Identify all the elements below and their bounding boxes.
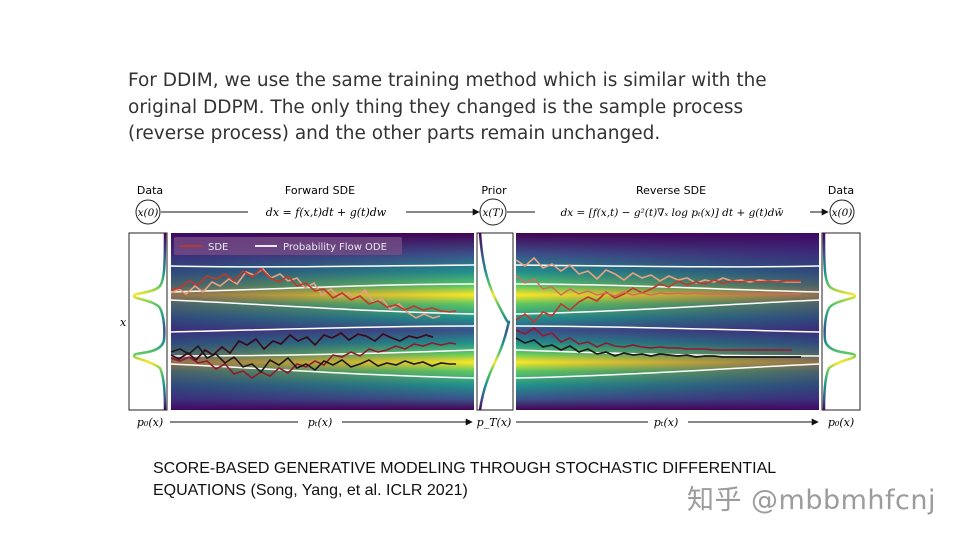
sde-figure: Data Forward SDE Prior Reverse SDE Data … — [110, 180, 870, 440]
y-axis-label: x — [120, 316, 127, 329]
caption-line-1: SCORE-BASED GENERATIVE MODELING THROUGH … — [153, 460, 777, 477]
density-curve-p0-left — [132, 232, 167, 411]
node-x0-right-label: x(0) — [832, 207, 853, 219]
bottom-label-p0-right: p₀(x) — [828, 416, 854, 429]
node-x0-right — [829, 199, 855, 225]
caption-line-2: EQUATIONS (Song, Yang, et al. ICLR 2021) — [153, 482, 468, 499]
intro-line-3: (reverse process) and the other parts re… — [128, 123, 661, 144]
node-x0-left-label: x(0) — [138, 207, 159, 219]
bottom-label-p0-left: p₀(x) — [137, 416, 163, 429]
sde-diagram: Data Forward SDE Prior Reverse SDE Data … — [120, 184, 861, 429]
legend-sde: SDE — [208, 242, 228, 253]
forward-equation: dx = f(x,t)dt + g(t)dw — [266, 206, 387, 219]
node-xT — [479, 198, 507, 226]
label-forward-sde: Forward SDE — [285, 184, 355, 197]
label-prior: Prior — [481, 184, 507, 197]
bottom-label-pt-reverse: pₜ(x) — [654, 416, 679, 429]
watermark: 知乎 @mbbmhfcnj — [686, 485, 936, 516]
node-x0-left — [135, 199, 161, 225]
bottom-label-pt-forward: pₜ(x) — [308, 416, 333, 429]
bottom-label-pT: p_T(x) — [477, 416, 512, 429]
density-curve-p0-right — [822, 232, 857, 411]
intro-line-2: original DDPM. The only thing they chang… — [128, 96, 744, 118]
reverse-equation: dx = [f(x,t) − g²(t)∇ₓ log pₜ(x)] dt + g… — [561, 207, 784, 219]
label-reverse-sde: Reverse SDE — [636, 184, 706, 197]
figure-caption: SCORE-BASED GENERATIVE MODELING THROUGH … — [153, 458, 776, 502]
reverse-heatmap — [515, 233, 820, 410]
node-xT-label: x(T) — [482, 207, 503, 219]
label-data-right: Data — [828, 184, 854, 197]
forward-heatmap: SDE Probability Flow ODE — [170, 233, 475, 410]
density-curve-prior — [478, 232, 511, 411]
panel-p0-right — [821, 232, 861, 411]
panel-p0-left — [128, 232, 168, 411]
legend-ode: Probability Flow ODE — [283, 242, 387, 253]
intro-line-1: For DDIM, we use the same training metho… — [128, 70, 767, 91]
label-data-left: Data — [137, 184, 163, 197]
intro-paragraph: For DDIM, we use the same training metho… — [128, 68, 828, 148]
